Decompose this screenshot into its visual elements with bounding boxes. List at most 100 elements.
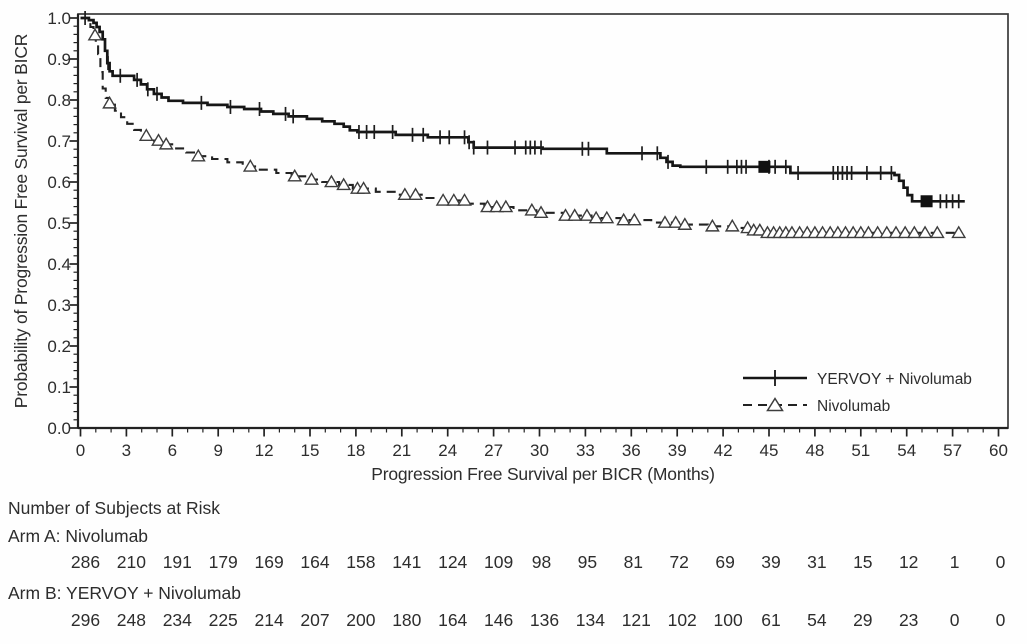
triangle-censor-sample-icon — [766, 397, 784, 412]
x-tick-label: 3 — [122, 441, 131, 460]
censor-triangle-mark — [457, 193, 472, 206]
y-tick-label: 0.3 — [47, 296, 71, 315]
legend-label-yervoy-nivolumab: YERVOY + Nivolumab — [817, 371, 972, 388]
legend-label-nivolumab: Nivolumab — [817, 398, 890, 415]
censor-triangle-mark — [616, 212, 632, 226]
plot-border — [77, 13, 1009, 429]
censor-triangle-mark — [435, 193, 451, 206]
risk-value: 207 — [300, 610, 329, 630]
censor-square-mark — [758, 160, 771, 173]
censor-triangle-mark — [533, 205, 549, 219]
censor-triangle-mark — [336, 177, 352, 191]
risk-value: 54 — [807, 610, 827, 630]
risk-value: 234 — [163, 610, 192, 630]
risk-value: 0 — [996, 552, 1006, 572]
censor-triangle-mark — [724, 218, 740, 232]
risk-value: 95 — [578, 552, 597, 572]
censor-triangle-mark — [588, 210, 604, 224]
risk-value: 109 — [484, 552, 513, 572]
x-tick-label: 24 — [438, 441, 457, 460]
censor-triangle-mark — [102, 95, 117, 109]
x-tick-label: 0 — [76, 441, 85, 460]
x-tick-label: 18 — [346, 441, 365, 460]
risk-value: 23 — [899, 610, 918, 630]
risk-value: 72 — [669, 552, 688, 572]
censor-triangle-mark — [897, 225, 913, 239]
x-tick-label: 36 — [622, 441, 641, 460]
risk-value: 31 — [807, 552, 826, 572]
censor-triangle-mark — [138, 128, 154, 141]
risk-value: 180 — [392, 610, 421, 630]
x-tick-label: 60 — [989, 441, 1008, 460]
x-tick-label: 48 — [805, 441, 824, 460]
risk-table: Number of Subjects at Risk Arm A: Nivolu… — [8, 498, 241, 603]
y-tick-label: 0.4 — [47, 255, 71, 274]
censor-triangle-mark — [190, 148, 206, 162]
risk-value: 81 — [624, 552, 643, 572]
y-tick-label: 0.6 — [47, 173, 71, 192]
censor-triangle-mark — [906, 225, 922, 239]
censor-triangle-mark — [951, 225, 967, 239]
censor-triangle-mark — [287, 168, 303, 182]
x-tick-label: 51 — [851, 441, 870, 460]
risk-value: 210 — [117, 552, 146, 572]
censor-triangle-mark — [323, 174, 339, 188]
censor-triangle-mark — [408, 187, 423, 201]
x-tick-label: 30 — [530, 441, 549, 460]
risk-value: 124 — [438, 552, 467, 572]
x-tick-label: 54 — [897, 441, 916, 460]
censor-triangle-mark — [657, 215, 673, 228]
censor-triangle-mark — [599, 210, 615, 224]
censor-triangle-mark — [929, 225, 945, 239]
censor-triangle-mark — [677, 217, 693, 230]
censor-triangle-mark — [861, 225, 876, 239]
risk-value: 164 — [438, 610, 467, 630]
x-tick-label: 21 — [392, 441, 411, 460]
censor-triangle-mark — [917, 225, 933, 239]
risk-value: 15 — [853, 552, 872, 572]
risk-value: 61 — [761, 610, 780, 630]
y-tick-label: 0.0 — [47, 419, 71, 438]
km-curve-nivolumab — [80, 16, 962, 234]
censor-triangle-mark — [567, 208, 583, 221]
risk-value: 121 — [622, 610, 651, 630]
risk-value: 29 — [853, 610, 872, 630]
x-tick-label: 15 — [301, 441, 320, 460]
censor-triangle-mark — [579, 208, 595, 221]
censor-triangle-mark — [888, 225, 904, 239]
risk-value: 286 — [71, 552, 100, 572]
x-tick-label: 12 — [255, 441, 274, 460]
risk-value: 69 — [715, 552, 734, 572]
risk-row-label-arm-a: Arm A: Nivolumab — [8, 526, 148, 546]
risk-value: 164 — [300, 552, 329, 572]
legend: YERVOY + Nivolumab Nivolumab — [743, 370, 972, 415]
censor-triangle-mark — [558, 208, 573, 221]
censor-triangle-mark — [704, 218, 720, 232]
x-tick-label: 9 — [213, 441, 222, 460]
x-tick-label: 33 — [576, 441, 595, 460]
censor-triangle-mark — [879, 225, 895, 239]
censor-triangle-mark — [668, 215, 684, 228]
x-tick-label: 27 — [484, 441, 503, 460]
censor-triangle-mark — [498, 199, 514, 213]
x-tick-label: 45 — [760, 441, 779, 460]
risk-value: 248 — [117, 610, 146, 630]
risk-value: 98 — [532, 552, 551, 572]
risk-value: 200 — [346, 610, 375, 630]
y-tick-label: 0.5 — [47, 214, 71, 233]
censor-triangle-mark — [870, 225, 886, 239]
x-tick-label: 6 — [168, 441, 177, 460]
censor-triangle-mark — [397, 187, 413, 201]
risk-value: 102 — [668, 610, 697, 630]
risk-value: 158 — [346, 552, 375, 572]
km-curve-yervoy-nivolumab — [80, 16, 965, 203]
legend-entry-nivolumab: Nivolumab — [743, 397, 890, 415]
censor-square-mark — [920, 195, 933, 208]
risk-value: 39 — [761, 552, 780, 572]
censor-triangle-mark — [304, 172, 319, 185]
censor-triangle-mark — [446, 193, 462, 206]
risk-value: 100 — [713, 610, 742, 630]
y-tick-label: 0.8 — [47, 91, 71, 110]
